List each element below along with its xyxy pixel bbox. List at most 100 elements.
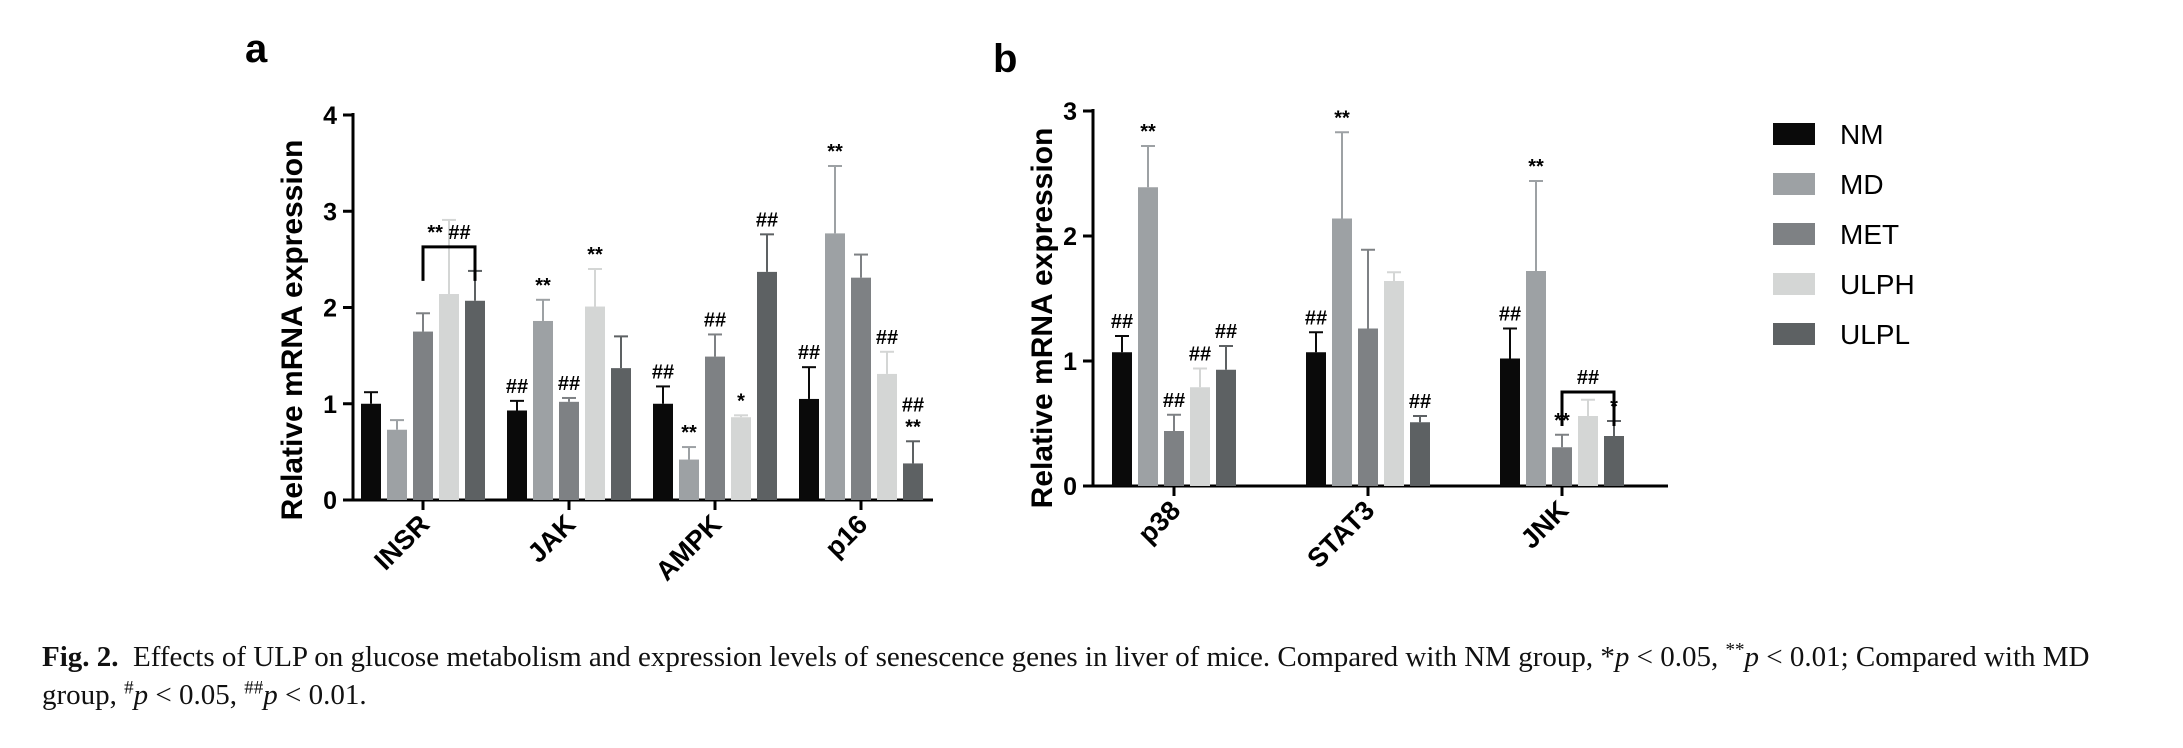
pb-sig-label-p38-ulpl: ## xyxy=(1215,321,1237,343)
pa-sig-label-p16-md: ** xyxy=(827,141,843,163)
pb-sig-label-jnk-nm: ## xyxy=(1499,304,1521,326)
pb-bar-p38-nm xyxy=(1112,352,1132,486)
legend-label-ulph: ULPH xyxy=(1840,269,1915,300)
pb-sig-label-p38-nm: ## xyxy=(1111,311,1133,333)
pb-bar-jnk-ulpl xyxy=(1604,436,1624,486)
pa-bar-jak-ulph xyxy=(585,306,605,500)
pb-bar-jnk-ulph xyxy=(1578,416,1598,486)
pb-sig-label-p38-md: ** xyxy=(1140,121,1156,143)
figure-caption: Fig. 2. Effects of ULP on glucose metabo… xyxy=(42,638,2152,714)
pb-bar-p38-ulpl xyxy=(1216,369,1236,486)
legend-label-nm: NM xyxy=(1840,119,1884,150)
legend-swatch-nm xyxy=(1773,123,1815,145)
pa-sig-label-p16-ulpl: ## xyxy=(902,394,924,416)
legend-label-ulpl: ULPL xyxy=(1840,319,1910,350)
pa-y-tick-label-0: 0 xyxy=(323,487,337,515)
caption-text-2: < 0.05, xyxy=(1629,641,1726,673)
pa-bar-p16-nm xyxy=(799,398,819,500)
pa-bracket-label-insr: ** ## xyxy=(427,222,470,244)
pb-bracket-label-jnk: ## xyxy=(1577,367,1599,389)
pb-sig-label-stat3-nm: ## xyxy=(1305,307,1327,329)
pb-bar-p38-met xyxy=(1164,431,1184,486)
pa-bar-insr-ulpl xyxy=(465,300,485,500)
caption-sup-3: # xyxy=(124,677,134,699)
pb-y-tick-label-3: 3 xyxy=(1063,98,1077,126)
pb-bar-jnk-nm xyxy=(1500,358,1520,486)
pa-sig-label-ampk-md: ** xyxy=(681,422,697,444)
pa-sig-label-p16-ulpl-1: ** xyxy=(905,416,921,438)
panel-letter-a: a xyxy=(245,27,268,71)
legend-swatch-ulpl xyxy=(1773,323,1815,345)
pa-bar-insr-md xyxy=(387,429,407,500)
caption-text-4: < 0.05, xyxy=(148,679,245,711)
pb-y-tick-label-1: 1 xyxy=(1063,348,1077,376)
pb-bar-jnk-md xyxy=(1526,271,1546,486)
legend-label-met: MET xyxy=(1840,219,1899,250)
pb-category-label-jnk: JNK xyxy=(1515,495,1575,555)
pa-bar-jak-ulpl xyxy=(611,368,631,500)
pb-bracket-jnk xyxy=(1560,390,1616,426)
pa-sig-label-jak-nm: ## xyxy=(506,376,528,398)
caption-label: Fig. 2. xyxy=(42,641,119,673)
pa-sig-label-ampk-ulpl: ## xyxy=(756,209,778,231)
pa-sig-label-ampk-met: ## xyxy=(704,309,726,331)
caption-p-2: p xyxy=(1744,641,1760,673)
pa-category-label-jak: JAK xyxy=(522,509,582,569)
pb-bar-p38-md xyxy=(1138,187,1158,486)
chart-panel-b: b Relative mRNA expression 0 1 2 3 p38 ## ** ##… xyxy=(993,37,1668,574)
caption-text-1: Effects of ULP on glucose metabolism and… xyxy=(133,641,1615,673)
pa-sig-label-jak-met: ## xyxy=(558,373,580,395)
y-axis-title-b: Relative mRNA expression xyxy=(1026,128,1059,509)
legend-swatch-ulph xyxy=(1773,273,1815,295)
pb-sig-label-stat3-md: ** xyxy=(1334,107,1350,129)
pa-category-label-ampk: AMPK xyxy=(650,509,728,587)
pa-bar-p16-met xyxy=(851,277,871,500)
pa-bar-ampk-ulpl xyxy=(757,271,777,500)
pb-bar-stat3-ulpl xyxy=(1410,422,1430,486)
pb-sig-label-p38-met: ## xyxy=(1163,390,1185,412)
caption-p-3: p xyxy=(133,679,149,711)
pb-bar-stat3-nm xyxy=(1306,352,1326,486)
pa-bar-ampk-nm xyxy=(653,403,673,500)
legend-swatch-met xyxy=(1773,223,1815,245)
pa-sig-label-ampk-ulph: * xyxy=(737,390,745,412)
figure: a Relative mRNA expression 0 1 2 3 4 INSR ** #… xyxy=(245,27,1915,586)
pa-bar-ampk-ulph xyxy=(731,417,751,500)
caption-sup-4: ## xyxy=(244,677,264,699)
pa-y-tick-label-4: 4 xyxy=(323,102,337,130)
pa-bar-p16-ulpl xyxy=(903,463,923,500)
chart-panel-a: a Relative mRNA expression 0 1 2 3 4 INSR ** #… xyxy=(245,27,933,586)
pb-y-tick-label-0: 0 xyxy=(1063,473,1077,501)
pa-bar-p16-md xyxy=(825,233,845,500)
pa-bar-ampk-met xyxy=(705,356,725,500)
pa-sig-label-jak-ulph: ** xyxy=(587,244,603,266)
legend-label-md: MD xyxy=(1840,169,1884,200)
caption-p-1: p xyxy=(1614,641,1630,673)
legend: NM MD MET ULPH ULPL xyxy=(1773,119,1915,350)
pa-bar-insr-ulph xyxy=(439,294,459,500)
pa-category-label-p16: p16 xyxy=(819,509,873,563)
pa-y-tick-label-3: 3 xyxy=(323,198,337,226)
pb-bar-stat3-md xyxy=(1332,218,1352,486)
pa-y-tick-label-1: 1 xyxy=(323,391,337,419)
caption-text-5: < 0.01. xyxy=(277,679,367,711)
pa-y-tick-label-2: 2 xyxy=(323,295,337,323)
panel-letter-b: b xyxy=(993,37,1017,81)
pa-bar-ampk-md xyxy=(679,459,699,500)
pb-bar-jnk-met xyxy=(1552,447,1572,486)
pb-category-label-p38: p38 xyxy=(1132,495,1186,549)
caption-p-4: p xyxy=(263,679,278,711)
pa-bar-jak-nm xyxy=(507,410,527,500)
pa-bracket-insr xyxy=(421,245,477,281)
pb-sig-label-stat3-ulpl: ## xyxy=(1409,391,1431,413)
pb-bar-p38-ulph xyxy=(1190,387,1210,486)
pa-bar-insr-met xyxy=(413,331,433,500)
pa-bar-jak-md xyxy=(533,320,553,500)
pb-sig-label-jnk-md: ** xyxy=(1528,156,1544,178)
pb-category-label-stat3: STAT3 xyxy=(1301,495,1380,574)
y-axis-title-a: Relative mRNA expression xyxy=(276,140,309,521)
pa-sig-label-p16-nm: ## xyxy=(798,342,820,364)
pa-bar-p16-ulph xyxy=(877,373,897,500)
pb-sig-label-p38-ulph: ## xyxy=(1189,344,1211,366)
